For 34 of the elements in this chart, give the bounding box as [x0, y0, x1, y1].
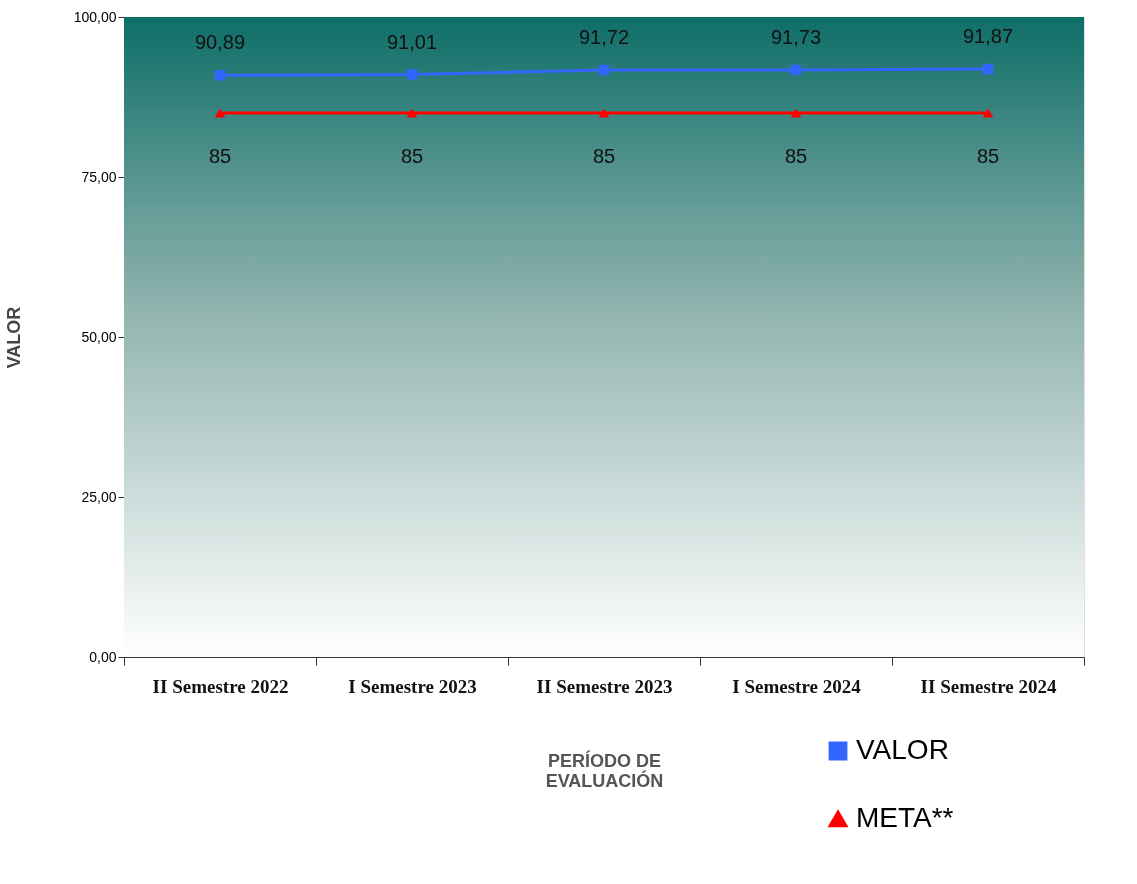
data-label: 91,72: [578, 25, 630, 48]
data-label: 91,01: [386, 30, 438, 53]
data-label: 85: [784, 145, 808, 167]
x-tick-label: II Semestre 2023: [536, 675, 673, 697]
y-tick-label: 50,00: [81, 328, 117, 345]
data-label: 85: [592, 145, 616, 167]
point: [790, 108, 802, 118]
data-label: 85: [400, 145, 424, 167]
data-label: 85: [208, 145, 232, 167]
point: [214, 108, 226, 118]
x-tick-label: II Semestre 2022: [152, 675, 289, 697]
point: [598, 64, 610, 76]
data-label: 91,87: [962, 25, 1014, 48]
data-label: 91,73: [770, 25, 822, 48]
point: [214, 70, 226, 81]
y-tick-label: 0,00: [89, 648, 117, 665]
y-axis-title: VALOR: [3, 306, 24, 369]
point: [598, 108, 610, 118]
y-tick-label: 100,00: [73, 8, 117, 25]
point: [790, 64, 802, 76]
x-axis-title: PERÍODO DE EVALUACIÓN: [545, 749, 664, 791]
x-tick-label: I Semestre 2023: [348, 675, 477, 697]
data-label: 90,89: [194, 31, 246, 54]
x-tick-label: I Semestre 2024: [732, 675, 862, 697]
legend-label: META**: [856, 802, 954, 833]
point: [982, 63, 994, 75]
point: [406, 69, 418, 80]
x-tick-label: II Semestre 2024: [920, 675, 1057, 697]
y-tick-label: 75,00: [81, 168, 117, 185]
data-label: 85: [976, 145, 1000, 167]
point: [406, 108, 418, 118]
legend-label: VALOR: [856, 734, 949, 765]
y-tick-label: 25,00: [81, 488, 117, 505]
point: [982, 108, 994, 118]
